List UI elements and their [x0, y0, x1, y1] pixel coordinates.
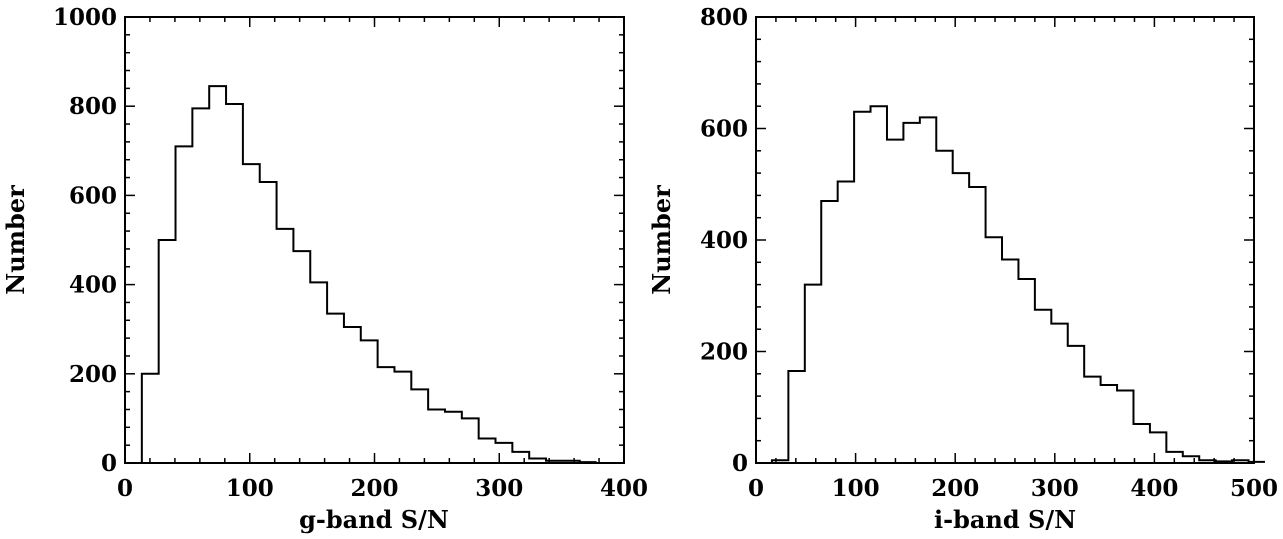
- i-band-y-tick-label: 600: [700, 116, 748, 143]
- i-band-histogram-bin: [1216, 461, 1232, 463]
- g-band-histogram-bin: [209, 86, 226, 463]
- i-band-x-tick-label: 0: [748, 475, 764, 502]
- g-band-histogram-bin: [496, 443, 513, 463]
- i-band-histogram-bin: [1002, 260, 1018, 463]
- i-band-x-tick-label: 100: [832, 475, 880, 502]
- i-band-histogram-outline: [770, 105, 1265, 463]
- g-band-y-tick-label: 200: [69, 361, 117, 388]
- i-band-y-tick-label: 0: [732, 450, 748, 477]
- g-band-histogram-bin: [142, 374, 159, 463]
- i-band-x-axis-title: i-band S/N: [934, 505, 1076, 534]
- i-band-histogram-bin: [838, 181, 854, 463]
- g-band-histogram-bin: [529, 459, 546, 463]
- g-band-y-tick-label: 400: [69, 272, 117, 299]
- i-band-histogram-bin: [1183, 456, 1199, 463]
- i-band-histogram-bin: [1150, 432, 1166, 463]
- g-band-histogram-bin: [546, 461, 563, 463]
- g-band-histogram-bin: [428, 409, 445, 463]
- i-band-histogram-bin: [1035, 310, 1051, 463]
- i-band-histogram-bin: [936, 151, 952, 463]
- i-band-histogram-bin: [1101, 385, 1117, 463]
- i-band-histogram-bin: [772, 460, 788, 463]
- g-band-histogram-bin: [378, 367, 395, 463]
- g-band-x-tick-label: 300: [475, 475, 523, 502]
- g-band-x-tick-label: 0: [117, 475, 133, 502]
- i-band-histogram-bin: [1166, 452, 1182, 463]
- i-band-x-tick-label: 200: [931, 475, 979, 502]
- i-band-histogram-bin: [953, 173, 969, 463]
- g-band-x-tick-label: 200: [350, 475, 398, 502]
- i-band-histogram-bin: [887, 140, 903, 463]
- g-band-histogram-outline: [140, 85, 597, 464]
- i-band-x-tick-label: 500: [1230, 475, 1278, 502]
- i-band-y-tick-label: 400: [700, 227, 748, 254]
- g-band-histogram-bin: [361, 340, 378, 463]
- g-band-histogram-bin: [580, 462, 597, 463]
- g-band-histogram-bin: [411, 389, 428, 463]
- g-band-histogram-bin: [159, 240, 176, 463]
- g-band-histogram-bin: [512, 452, 529, 463]
- i-band-histogram-bin: [920, 117, 936, 463]
- i-band-histogram-bin: [821, 201, 837, 463]
- g-band-histogram-bin: [563, 461, 580, 463]
- i-band-x-tick-label: 300: [1031, 475, 1079, 502]
- i-band-histogram-bin: [1084, 377, 1100, 463]
- g-band-histogram-bin: [462, 418, 479, 463]
- g-band-histogram-bin: [226, 104, 243, 463]
- g-band-x-axis-title: g-band S/N: [299, 505, 449, 534]
- g-band-histogram-bin: [260, 182, 277, 463]
- g-band-histogram-bin: [277, 229, 294, 463]
- i-band-histogram-bin: [903, 123, 919, 463]
- i-band-histogram-bin: [986, 237, 1002, 463]
- g-band-histogram-bin: [344, 327, 361, 463]
- i-band-histogram-bin: [1133, 424, 1149, 463]
- i-band-histogram-bin: [1232, 460, 1248, 463]
- g-band-histogram-bin: [445, 412, 462, 463]
- g-band-histogram-bin: [394, 372, 411, 463]
- g-band-y-axis-title: Number: [1, 185, 30, 295]
- i-band-histogram-bin: [1199, 460, 1215, 463]
- i-band-histogram-bin: [1068, 346, 1084, 463]
- g-band-histogram-bin: [310, 282, 327, 463]
- g-band-histogram-bin: [327, 314, 344, 463]
- g-band-x-tick-label: 100: [226, 475, 274, 502]
- g-band-y-tick-label: 0: [101, 450, 117, 477]
- i-band-histogram-bin: [1117, 391, 1133, 463]
- i-band-histogram-bin: [1249, 462, 1265, 463]
- i-band-histogram-bin: [871, 106, 887, 463]
- g-band-y-tick-label: 800: [69, 93, 117, 120]
- i-band-histogram-panel: Number i-band S/N 0 100 200 300 400 500 0 200 40…: [647, 4, 1278, 534]
- i-band-x-tick-label: 400: [1130, 475, 1178, 502]
- g-band-histogram-bin: [243, 164, 260, 463]
- i-band-histogram-bin: [969, 187, 985, 463]
- g-band-y-tick-label: 600: [69, 182, 117, 209]
- g-band-histogram-bin: [192, 108, 209, 463]
- i-band-y-tick-label: 200: [700, 339, 748, 366]
- i-band-histogram-bin: [1051, 324, 1067, 463]
- g-band-histogram-bin: [479, 438, 496, 463]
- i-band-histogram-bin: [854, 112, 870, 463]
- i-band-histogram-bin: [1018, 279, 1034, 463]
- g-band-histogram-bin: [293, 251, 310, 463]
- i-band-y-tick-label: 800: [700, 4, 748, 31]
- i-band-y-axis-title: Number: [647, 185, 676, 295]
- g-band-x-tick-label: 400: [600, 475, 648, 502]
- g-band-histogram-bin: [176, 146, 193, 463]
- g-band-histogram-panel: Number g-band S/N 0 100 200 300 400 0 200 400 60…: [1, 4, 648, 534]
- i-band-histogram-bin: [788, 371, 804, 463]
- g-band-y-tick-label: 1000: [53, 4, 117, 31]
- i-band-histogram-bin: [805, 285, 821, 463]
